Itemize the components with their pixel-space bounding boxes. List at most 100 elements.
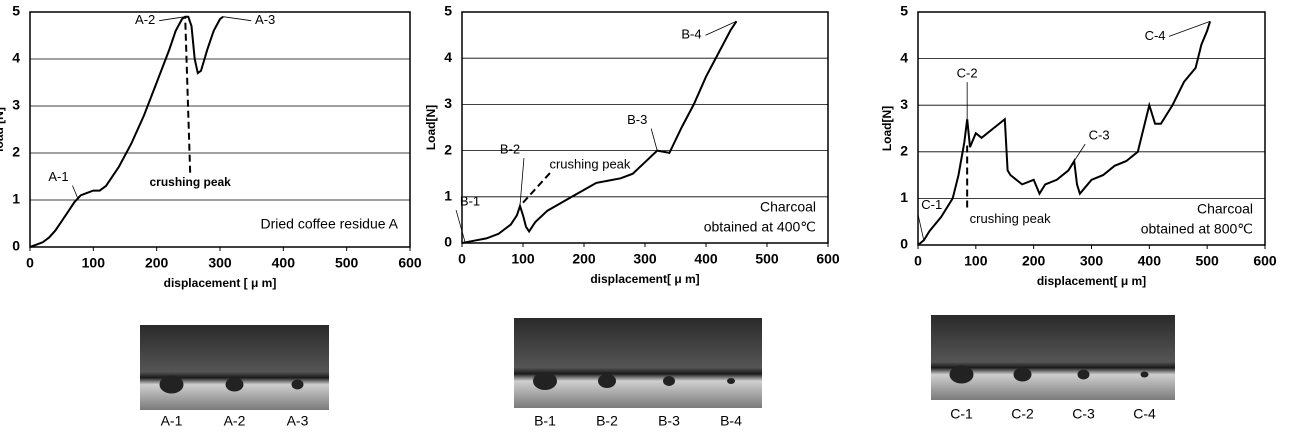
photo xyxy=(992,315,1053,400)
crushing-peak-line xyxy=(184,16,192,173)
y-tick-label: 3 xyxy=(444,95,452,111)
photo-sample xyxy=(533,372,557,390)
photo-sample xyxy=(598,374,616,388)
photo-label: B-4 xyxy=(720,413,742,429)
plot-frame xyxy=(917,11,1266,246)
data-line xyxy=(461,20,738,244)
x-tick-label: 0 xyxy=(26,255,34,271)
annotation-arrow xyxy=(455,209,466,243)
crushing-peak-label: crushing peak xyxy=(149,175,231,189)
photo-label: C-4 xyxy=(1133,406,1156,422)
x-tick-label: 400 xyxy=(272,255,296,271)
x-tick-label: 600 xyxy=(1253,253,1277,269)
chart-note: obtained at 400℃ xyxy=(704,219,816,235)
x-tick-label: 300 xyxy=(1080,253,1104,269)
y-tick-label: 0 xyxy=(444,234,452,250)
data-line xyxy=(29,15,224,248)
y-tick-label: 3 xyxy=(12,97,20,113)
annotation-arrow xyxy=(1073,143,1086,162)
photo-label: A-2 xyxy=(224,413,246,429)
y-axis-title: Load[N] xyxy=(880,106,894,151)
x-axis-title: displacement [ μ m] xyxy=(164,276,277,290)
y-tick-label: 4 xyxy=(900,49,908,65)
annotation-label: C-2 xyxy=(957,66,978,81)
y-tick-label: 1 xyxy=(444,188,452,204)
photo-label: B-1 xyxy=(534,413,556,429)
x-tick-label: 100 xyxy=(964,253,988,269)
x-tick-label: 400 xyxy=(694,251,718,267)
y-tick-label: 0 xyxy=(12,238,20,254)
annotation-label: B-4 xyxy=(681,27,701,42)
x-tick-label: 200 xyxy=(145,255,169,271)
photo xyxy=(700,318,762,408)
y-tick-label: 2 xyxy=(12,144,20,160)
data-line xyxy=(917,21,1212,246)
y-axis-title: load [N] xyxy=(0,107,6,152)
annotation-label: C-1 xyxy=(921,197,942,212)
photo-label: C-3 xyxy=(1072,406,1095,422)
y-tick-label: 1 xyxy=(900,189,908,205)
annotation-label: C-3 xyxy=(1089,128,1110,143)
x-tick-label: 100 xyxy=(511,251,535,267)
annotation-arrow xyxy=(519,158,525,207)
photo xyxy=(931,315,992,400)
plot-frame xyxy=(461,11,829,244)
chart-note: Dried coffee residue A xyxy=(261,216,399,232)
photo-sample xyxy=(663,376,675,386)
x-tick-label: 300 xyxy=(208,255,232,271)
y-tick-label: 2 xyxy=(900,143,908,159)
x-tick-label: 0 xyxy=(458,251,466,267)
x-tick-label: 500 xyxy=(1195,253,1219,269)
crushing-peak-line xyxy=(519,172,551,207)
x-tick-label: 500 xyxy=(335,255,359,271)
photo-sample xyxy=(291,379,304,390)
annotation-label: A-3 xyxy=(255,12,275,27)
photo xyxy=(576,318,638,408)
photo-label: C-1 xyxy=(950,406,973,422)
annotation-arrow xyxy=(159,16,186,22)
annotation-label: B-3 xyxy=(627,112,647,127)
photo-sample xyxy=(1013,367,1032,382)
annotation-label: B-2 xyxy=(500,141,520,156)
y-tick-label: 5 xyxy=(12,3,20,19)
chart-note: Charcoal xyxy=(1197,201,1253,217)
photo xyxy=(1053,315,1114,400)
photo-sample xyxy=(225,377,244,392)
photo xyxy=(638,318,700,408)
y-tick-label: 0 xyxy=(900,236,908,252)
photo-sample xyxy=(159,375,184,394)
photo xyxy=(203,325,266,410)
chart-note: Charcoal xyxy=(760,199,816,215)
annotation-arrow xyxy=(917,213,925,241)
annotation-label: B-1 xyxy=(460,194,480,209)
y-tick-label: 4 xyxy=(12,50,20,66)
annotation-arrow xyxy=(72,185,78,198)
x-axis-title: displacement[ μ m] xyxy=(1037,274,1146,288)
y-tick-label: 4 xyxy=(444,49,452,65)
photo-sample xyxy=(727,378,735,384)
y-tick-label: 2 xyxy=(444,141,452,157)
y-tick-label: 5 xyxy=(900,3,908,19)
photo-label: B-3 xyxy=(658,413,680,429)
x-tick-label: 100 xyxy=(82,255,106,271)
annotation-arrow xyxy=(223,16,252,22)
x-axis-title: displacement[ μ m] xyxy=(590,272,699,286)
annotation-arrow xyxy=(650,128,658,151)
y-tick-label: 5 xyxy=(444,3,452,19)
photo-sample xyxy=(1140,371,1149,378)
plot-frame xyxy=(29,11,411,248)
y-tick-label: 3 xyxy=(900,96,908,112)
y-axis-title: Load[N] xyxy=(424,105,438,150)
photo xyxy=(1114,315,1175,400)
x-tick-label: 0 xyxy=(914,253,922,269)
annotation-label: A-1 xyxy=(48,169,68,184)
chart-note: obtained at 800℃ xyxy=(1141,221,1253,237)
annotation-arrow xyxy=(1168,20,1211,37)
x-tick-label: 600 xyxy=(398,255,422,271)
photo-label: A-1 xyxy=(161,413,183,429)
x-tick-label: 600 xyxy=(816,251,840,267)
x-tick-label: 300 xyxy=(633,251,657,267)
annotation-arrow xyxy=(705,20,737,36)
photo xyxy=(266,325,329,410)
